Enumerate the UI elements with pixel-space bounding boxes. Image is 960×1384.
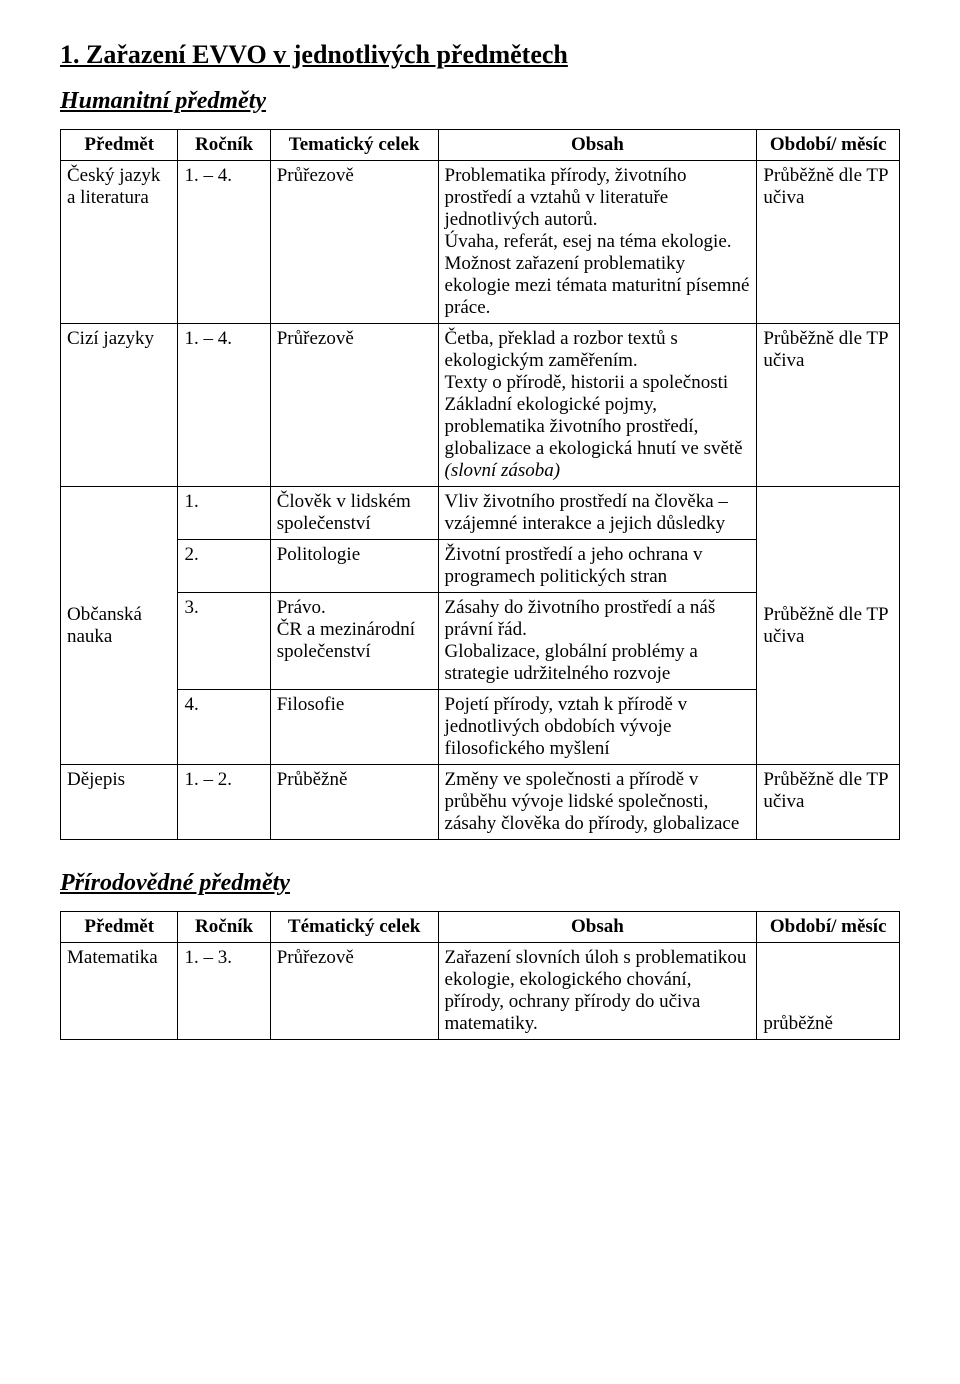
col-header-obdobi: Období/ měsíc (757, 912, 900, 943)
col-header-rocnik: Ročník (178, 912, 270, 943)
section1-heading: Humanitní předměty (60, 88, 900, 115)
cell-celek: Politologie (270, 540, 438, 593)
table-row: Český jazyk a literatura 1. – 4. Průřezo… (61, 161, 900, 324)
cell-obdobi: Průběžně dle TP učiva (757, 324, 900, 487)
col-header-predmet: Předmět (61, 912, 178, 943)
cell-obsah: Změny ve společnosti a přírodě v průběhu… (438, 765, 757, 840)
table-header-row: Předmět Ročník Tematický celek Obsah Obd… (61, 130, 900, 161)
cell-celek: Průřezově (270, 943, 438, 1040)
cell-obsah: Životní prostředí a jeho ochrana v progr… (438, 540, 757, 593)
cell-predmet: Dějepis (61, 765, 178, 840)
cell-predmet: Občanská nauka (61, 487, 178, 765)
cell-celek: Filosofie (270, 690, 438, 765)
table-header-row: Předmět Ročník Tématický celek Obsah Obd… (61, 912, 900, 943)
cell-obsah: Zařazení slovních úloh s problematikou e… (438, 943, 757, 1040)
cell-predmet: Matematika (61, 943, 178, 1040)
cell-celek: Člověk v lidském společenství (270, 487, 438, 540)
cell-obdobi: Průběžně dle TP učiva (757, 161, 900, 324)
cell-rocnik: 1. – 3. (178, 943, 270, 1040)
table-humanitni: Předmět Ročník Tematický celek Obsah Obd… (60, 129, 900, 840)
spacer (60, 840, 900, 870)
cell-obsah-italic: (slovní zásoba) (445, 460, 561, 481)
cell-celek: Průběžně (270, 765, 438, 840)
table-prirodovedne: Předmět Ročník Tématický celek Obsah Obd… (60, 911, 900, 1040)
table-row: Občanská nauka 1. Člověk v lidském spole… (61, 487, 900, 540)
cell-rocnik: 1. (178, 487, 270, 540)
cell-predmet: Český jazyk a literatura (61, 161, 178, 324)
cell-celek: Průřezově (270, 324, 438, 487)
section2-heading: Přírodovědné předměty (60, 870, 900, 897)
document-page: 1. Zařazení EVVO v jednotlivých předměte… (0, 0, 960, 1080)
cell-rocnik: 1. – 2. (178, 765, 270, 840)
table-row: Cizí jazyky 1. – 4. Průřezově Četba, pře… (61, 324, 900, 487)
col-header-rocnik: Ročník (178, 130, 270, 161)
table-row: Matematika 1. – 3. Průřezově Zařazení sl… (61, 943, 900, 1040)
cell-obsah: Zásahy do životního prostředí a náš práv… (438, 593, 757, 690)
cell-rocnik: 1. – 4. (178, 161, 270, 324)
col-header-obdobi: Období/ měsíc (757, 130, 900, 161)
cell-obsah: Vliv životního prostředí na člověka – vz… (438, 487, 757, 540)
cell-rocnik: 4. (178, 690, 270, 765)
cell-celek: Právo. ČR a mezinárodní společenství (270, 593, 438, 690)
col-header-obsah: Obsah (438, 130, 757, 161)
cell-obdobi: Průběžně dle TP učiva (757, 765, 900, 840)
cell-obdobi: Průběžně dle TP učiva (757, 487, 900, 765)
cell-celek: Průřezově (270, 161, 438, 324)
cell-rocnik: 2. (178, 540, 270, 593)
cell-obsah: Problematika přírody, životního prostřed… (438, 161, 757, 324)
cell-predmet: Cizí jazyky (61, 324, 178, 487)
col-header-predmet: Předmět (61, 130, 178, 161)
page-title: 1. Zařazení EVVO v jednotlivých předměte… (60, 40, 900, 70)
col-header-obsah: Obsah (438, 912, 757, 943)
cell-rocnik: 1. – 4. (178, 324, 270, 487)
col-header-celek: Tematický celek (270, 130, 438, 161)
col-header-celek: Tématický celek (270, 912, 438, 943)
table-row: Dějepis 1. – 2. Průběžně Změny ve společ… (61, 765, 900, 840)
cell-obdobi: průběžně (757, 943, 900, 1040)
cell-rocnik: 3. (178, 593, 270, 690)
cell-obsah: Pojetí přírody, vztah k přírodě v jednot… (438, 690, 757, 765)
cell-obsah-text: Četba, překlad a rozbor textů s ekologic… (445, 328, 743, 459)
cell-obsah: Četba, překlad a rozbor textů s ekologic… (438, 324, 757, 487)
